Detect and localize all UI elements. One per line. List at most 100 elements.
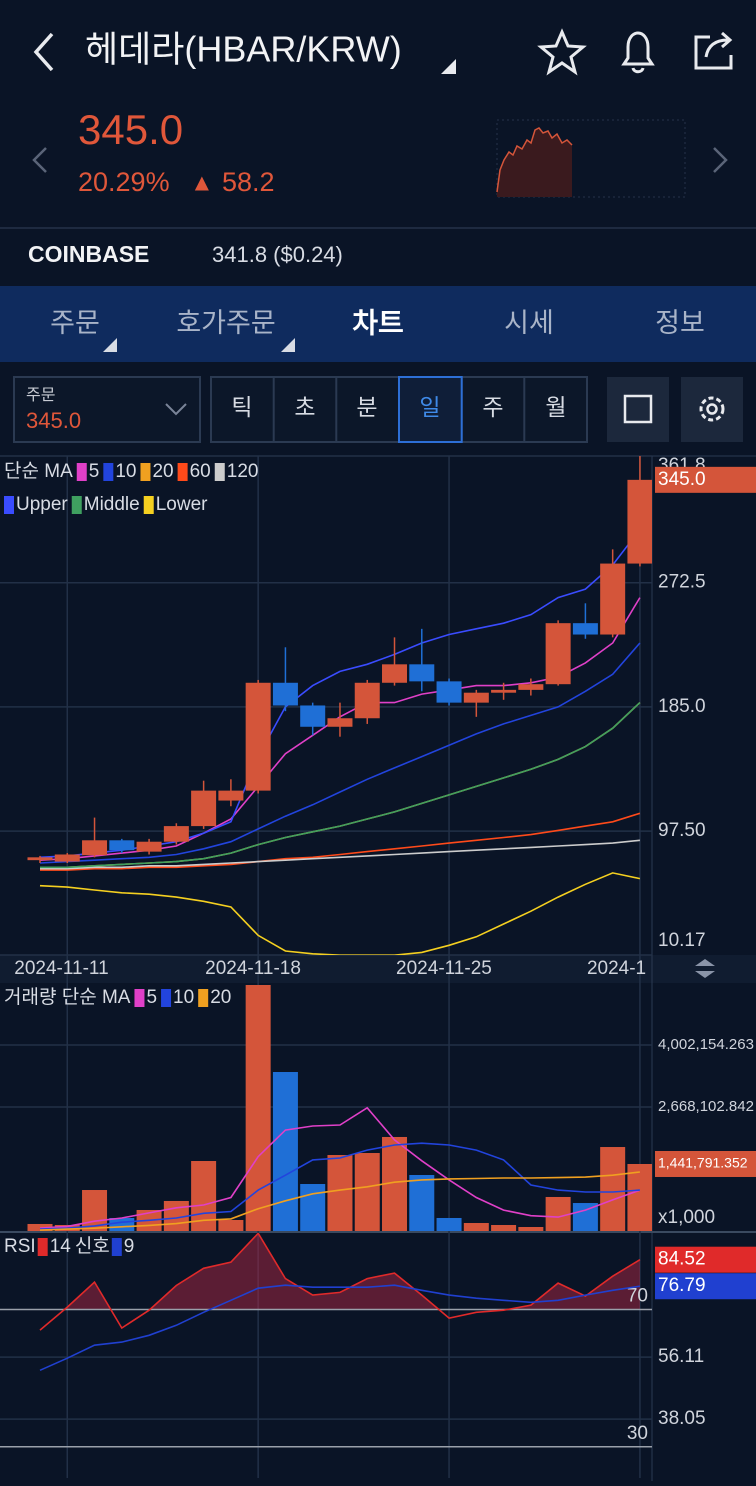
candle-body [109,840,135,851]
legend-label: 10 [173,987,194,1008]
alert-icon[interactable] [621,31,655,74]
ma-line [39,1106,641,1229]
candle-body [627,479,652,564]
resize-handle[interactable] [695,959,715,978]
ma-line [40,702,641,869]
ma-line [40,812,641,871]
price-tag-box [655,1246,756,1273]
legend-swatch [4,496,14,514]
volume-bar [600,1147,626,1231]
title[interactable]: 헤데라(HBAR/KRW) [85,29,402,70]
candle-body [572,623,598,635]
tab[interactable]: 주문 [50,308,100,338]
volume-bar [245,985,271,1231]
price-tag-box [655,1150,756,1177]
y-tick-label: 4,002,154.263 [658,1036,754,1053]
price-tag-box [655,466,756,493]
legend-swatch [143,496,154,514]
tab-bar [0,286,756,362]
layout-button[interactable] [607,377,669,442]
legend-label: Upper [16,494,68,515]
legend-swatch [76,463,87,481]
period-button[interactable]: 초 [294,394,315,420]
period-button[interactable]: 월 [545,394,566,420]
price-tag-label: 84.52 [658,1249,706,1270]
period-button[interactable]: 틱 [231,394,252,420]
y-tick-label: 2,668,102.842 [658,1098,754,1115]
candle-body [382,664,408,683]
legend-label: 14 [50,1236,72,1257]
volume-bar [327,1155,353,1231]
volume-bar [436,1217,462,1231]
settings-button[interactable] [681,377,743,442]
tab[interactable]: 시세 [504,308,554,338]
price-tag-box [655,1273,756,1300]
candle-body [600,563,626,635]
next-button[interactable] [713,147,728,173]
legend-title: 단순 MA [4,460,73,482]
legend-swatch [111,1238,122,1256]
x-tick-label: 2024-1 [587,958,646,979]
legend-label: 신호 [75,1235,110,1257]
tab-dropdown [281,338,295,352]
legend-swatch [198,989,209,1007]
candle-body [272,682,298,706]
favorite-icon[interactable] [537,28,587,76]
legend-title: 거래량 단순 MA [4,986,131,1008]
title-dropdown[interactable] [441,59,456,74]
volume-bar [218,1219,244,1231]
order-select[interactable] [13,376,201,443]
period-active[interactable] [398,376,463,443]
legend-label: 5 [146,987,157,1008]
legend-label: 9 [124,1236,135,1257]
sparkline [496,127,573,193]
overbought-fill [64,1233,640,1310]
volume-bar [491,1225,517,1231]
ma-line [39,642,641,864]
legend-swatch [140,463,151,481]
volume-bar [409,1174,435,1231]
y-tick-label: 10.17 [658,930,706,951]
tab-active[interactable]: 차트 [352,307,404,338]
y-tick-label: 185.0 [658,696,706,717]
price-tag-label: 1,441,791.352 [658,1155,748,1171]
tab[interactable]: 호가주문 [176,308,275,338]
legend-label: 20 [152,461,173,482]
period-button[interactable]: 일 [419,394,440,420]
tab-dropdown [103,338,117,352]
y-tick-label: 56.11 [658,1346,704,1367]
legend-swatch [134,989,145,1007]
price-tag-label: 76.79 [658,1275,706,1296]
legend-swatch [71,496,82,514]
legend-label: RSI [4,1236,36,1257]
period-button[interactable]: 주 [482,394,503,420]
x-tick-label: 2024-11-25 [396,958,492,979]
legend-swatch [161,989,172,1007]
ma-line [40,839,640,870]
back-button[interactable] [33,32,54,72]
change: 58.2 [222,167,275,197]
charts: 2024-11-11 2024-11-18 2024-11-25 2024-1361.… [0,455,756,1478]
tab[interactable]: 정보 [655,308,705,338]
ma-line [39,872,641,955]
period-button[interactable]: 분 [356,394,377,420]
volume-bar [272,1072,298,1231]
date-strip [0,955,756,983]
legend-label: Middle [84,494,140,515]
ma-line [39,1284,641,1372]
candle-body [518,684,544,690]
y-tick-label: 272.5 [658,572,706,593]
price: 345.0 [78,106,183,153]
legend-swatch [214,463,225,481]
share-icon[interactable] [694,31,733,70]
level-label: 30 [627,1423,648,1444]
legend-swatch [37,1238,48,1256]
prev-button[interactable] [32,147,47,173]
legend-label: 5 [89,461,100,482]
settings-icon [699,396,725,422]
candle-body [163,826,189,842]
ma-line [39,1142,640,1230]
